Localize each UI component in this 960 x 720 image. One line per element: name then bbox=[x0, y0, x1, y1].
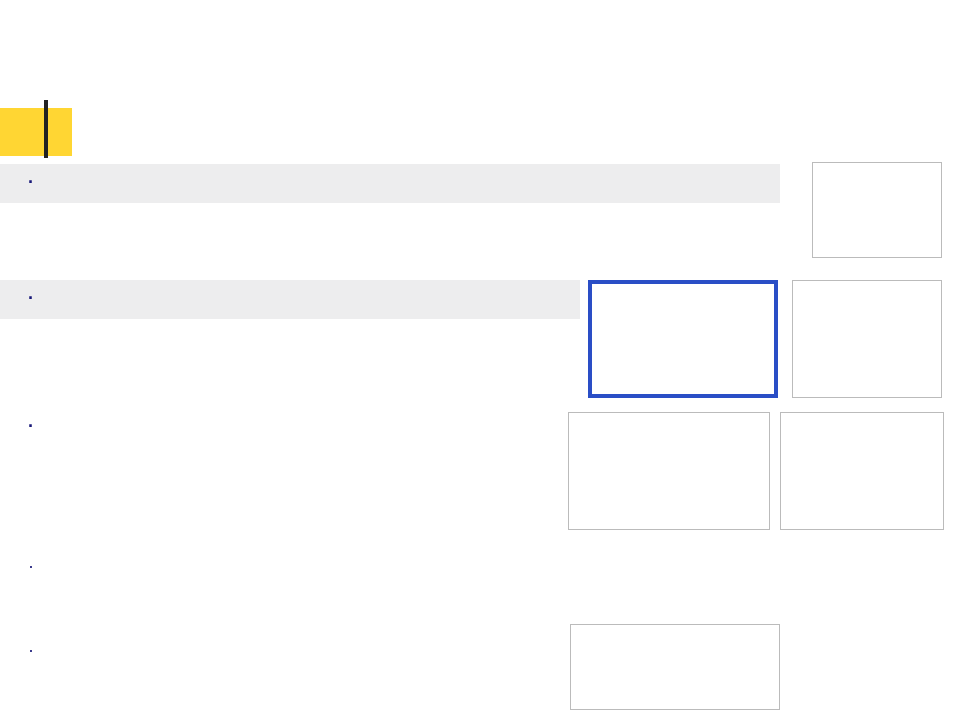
thumb-cartodiagram bbox=[570, 624, 780, 710]
section-text: · bbox=[0, 548, 780, 587]
thumb-radar-chart bbox=[780, 412, 944, 530]
thumb-choropleth bbox=[780, 534, 944, 646]
thumb-stacked-chart bbox=[792, 280, 942, 398]
slide-title bbox=[0, 12, 960, 70]
accent-divider bbox=[44, 100, 48, 158]
thumb-bar-chart bbox=[812, 162, 942, 258]
accent-block bbox=[0, 108, 72, 156]
section-text: · bbox=[0, 164, 780, 203]
section-text: · bbox=[0, 632, 570, 671]
thumb-pie-chart bbox=[588, 280, 778, 398]
section-text: · bbox=[0, 408, 560, 447]
thumb-line-chart bbox=[568, 412, 770, 530]
section-text: · bbox=[0, 280, 580, 319]
